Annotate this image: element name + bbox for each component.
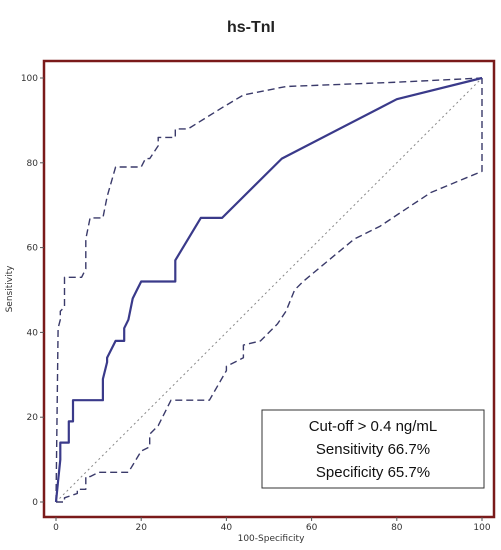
x-tick-label: 100 xyxy=(473,523,490,533)
series-group xyxy=(54,76,483,503)
x-tick-label: 40 xyxy=(221,523,233,533)
ci-lower-line xyxy=(56,78,483,503)
x-tick-label: 0 xyxy=(53,523,59,533)
axes: 0 20 40 60 80 100 0 20 40 60 80 100 xyxy=(21,74,491,533)
y-tick-label: 100 xyxy=(21,74,38,84)
y-tick-label: 60 xyxy=(27,244,39,254)
y-tick-label: 0 xyxy=(32,498,38,508)
x-tick-label: 80 xyxy=(391,523,403,533)
reference-line xyxy=(55,77,483,503)
x-tick-label: 20 xyxy=(135,523,147,533)
roc-line xyxy=(54,76,483,503)
x-axis-label: 100-Specificity xyxy=(238,534,305,544)
y-tick-label: 80 xyxy=(27,159,39,169)
chart-title: hs-TnI xyxy=(227,19,275,36)
ci-upper-line xyxy=(55,77,483,503)
y-tick-label: 40 xyxy=(27,328,39,338)
annotation-line-specificity: Specificity 65.7% xyxy=(316,464,430,481)
annotation-box-frame xyxy=(261,409,485,489)
annotation-line-cutoff: Cut-off > 0.4 ng/mL xyxy=(309,418,438,435)
annotation-line-sensitivity: Sensitivity 66.7% xyxy=(316,441,430,458)
y-axis-label: Sensitivity xyxy=(5,265,15,313)
y-tick-label: 20 xyxy=(27,413,39,423)
annotation-box: Cut-off > 0.4 ng/mL Sensitivity 66.7% Sp… xyxy=(261,409,485,489)
plot-frame xyxy=(42,59,496,519)
x-tick-label: 60 xyxy=(306,523,318,533)
